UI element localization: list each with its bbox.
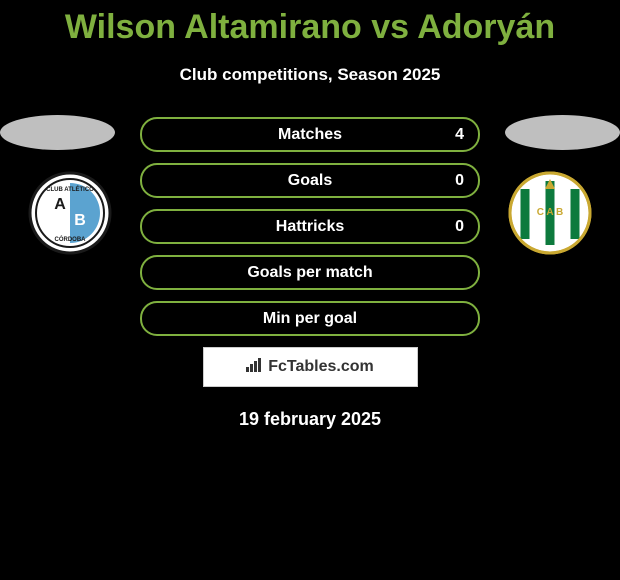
stat-row: Goals per match — [140, 255, 480, 290]
stat-value: 4 — [455, 126, 464, 144]
belgrano-crest-icon: CLUB ATLÉTICO A B CÓRDOBA — [20, 171, 120, 256]
stat-value: 0 — [455, 218, 464, 236]
main-content: CLUB ATLÉTICO A B CÓRDOBA C A B Matches … — [0, 117, 620, 430]
stat-label: Goals — [288, 172, 332, 190]
svg-text:C A B: C A B — [537, 207, 563, 218]
stat-label: Hattricks — [276, 218, 344, 236]
watermark: FcTables.com — [203, 347, 418, 387]
player-avatar-left — [0, 115, 115, 150]
stats-container: Matches 4 Goals 0 Hattricks 0 Goals per … — [140, 117, 480, 336]
watermark-text: FcTables.com — [268, 358, 374, 376]
player-avatar-right — [505, 115, 620, 150]
cab-crest-icon: C A B — [500, 171, 600, 256]
svg-text:A: A — [54, 196, 66, 213]
club-logo-left: CLUB ATLÉTICO A B CÓRDOBA — [20, 171, 120, 256]
stat-label: Goals per match — [247, 264, 372, 282]
date: 19 february 2025 — [0, 409, 620, 430]
stat-row: Goals 0 — [140, 163, 480, 198]
svg-text:CLUB ATLÉTICO: CLUB ATLÉTICO — [46, 185, 94, 193]
stat-row: Matches 4 — [140, 117, 480, 152]
stat-label: Min per goal — [263, 310, 357, 328]
page-title: Wilson Altamirano vs Adoryán — [0, 0, 620, 47]
subtitle: Club competitions, Season 2025 — [0, 65, 620, 85]
stat-label: Matches — [278, 126, 342, 144]
club-logo-right: C A B — [500, 171, 600, 256]
svg-text:CÓRDOBA: CÓRDOBA — [55, 235, 87, 243]
stat-value: 0 — [455, 172, 464, 190]
stat-row: Min per goal — [140, 301, 480, 336]
stat-row: Hattricks 0 — [140, 209, 480, 244]
svg-text:B: B — [74, 212, 86, 229]
chart-icon — [246, 358, 264, 377]
